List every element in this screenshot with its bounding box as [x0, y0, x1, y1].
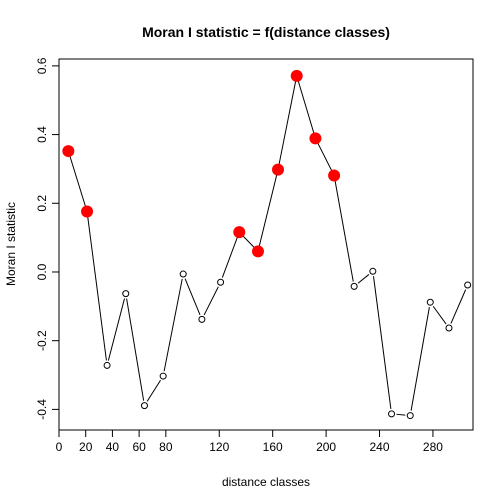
- significant-point: [328, 169, 340, 181]
- data-point: [160, 373, 166, 379]
- x-tick-label: 60: [132, 440, 146, 454]
- data-point: [123, 291, 129, 297]
- y-axis: -0.4 -0.2 0.0 0.2 0.4 0.6: [35, 57, 59, 420]
- moran-series: [62, 70, 470, 419]
- x-axis: 0 20 40 60 80 120 160 200 240 280: [56, 430, 444, 454]
- series-segment: [451, 290, 466, 324]
- x-axis-label: distance classes: [222, 475, 310, 489]
- data-point: [141, 403, 147, 409]
- series-segment: [259, 174, 277, 246]
- data-point: [370, 268, 376, 274]
- series-segment: [70, 156, 86, 207]
- significant-point: [309, 132, 321, 144]
- series-segment: [127, 299, 144, 401]
- y-tick-label: -0.4: [35, 399, 49, 420]
- series-segment: [164, 279, 182, 371]
- y-tick-label: 0.2: [35, 195, 49, 212]
- significant-point: [252, 245, 264, 257]
- series-segment: [279, 81, 296, 165]
- data-point: [389, 411, 395, 417]
- data-point: [427, 299, 433, 305]
- series-segment: [108, 298, 124, 360]
- series-segment: [298, 81, 314, 134]
- data-point: [407, 413, 413, 419]
- y-tick-label: 0.6: [35, 57, 49, 74]
- significant-point: [62, 145, 74, 157]
- x-tick-label: 80: [159, 440, 173, 454]
- series-segment: [185, 279, 200, 315]
- data-point: [180, 271, 186, 277]
- y-axis-label: Moran I statistic: [4, 202, 18, 286]
- series-segment: [335, 180, 353, 281]
- series-segment: [373, 276, 390, 409]
- data-point: [199, 316, 205, 322]
- chart-title: Moran I statistic = f(distance classes): [142, 24, 390, 40]
- series-segment: [318, 143, 332, 171]
- series-segment: [243, 236, 255, 248]
- x-tick-label: 160: [263, 440, 283, 454]
- significant-point: [233, 226, 245, 238]
- series-segment: [88, 216, 107, 360]
- series-segment: [147, 380, 160, 401]
- x-tick-label: 200: [316, 440, 336, 454]
- series-segment: [411, 307, 429, 411]
- significant-point: [291, 70, 303, 82]
- y-tick-label: 0.0: [35, 263, 49, 280]
- x-tick-label: 120: [209, 440, 229, 454]
- data-point: [218, 279, 224, 285]
- data-point: [351, 283, 357, 289]
- y-tick-label: -0.2: [35, 330, 49, 351]
- series-segment: [222, 237, 237, 278]
- x-tick-label: 240: [370, 440, 390, 454]
- series-segment: [397, 414, 406, 415]
- data-point: [465, 282, 471, 288]
- x-tick-label: 20: [79, 440, 93, 454]
- x-tick-label: 0: [56, 440, 63, 454]
- x-tick-label: 40: [106, 440, 120, 454]
- series-segment: [358, 274, 369, 283]
- series-segment: [204, 287, 218, 315]
- series-segment: [433, 306, 446, 324]
- data-point: [104, 362, 110, 368]
- x-tick-label: 280: [423, 440, 443, 454]
- significant-point: [81, 206, 93, 218]
- significant-point: [272, 164, 284, 176]
- y-tick-label: 0.4: [35, 126, 49, 143]
- plot-frame: [59, 59, 473, 430]
- data-point: [446, 325, 452, 331]
